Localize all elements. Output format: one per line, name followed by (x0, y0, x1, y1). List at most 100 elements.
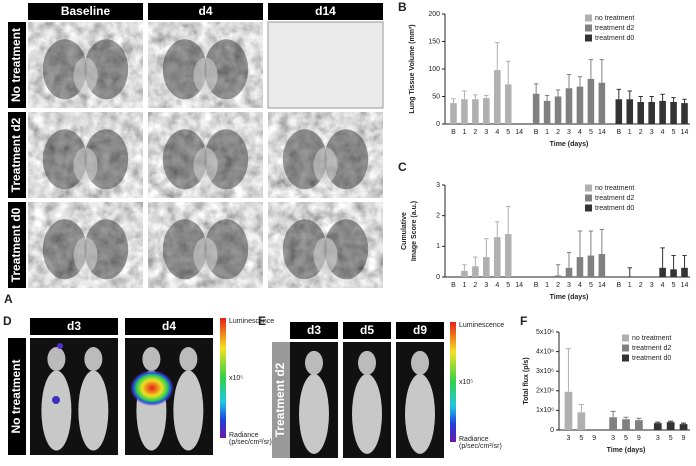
x-tick-label: 5 (672, 129, 676, 136)
colorbar-unit-title: Radiance (229, 432, 259, 439)
mouse-body (405, 373, 435, 454)
bar (450, 103, 457, 124)
day-header-bg (396, 322, 444, 339)
x-tick-label: B (451, 129, 456, 136)
bar (504, 84, 512, 124)
x-tick-label: 1 (545, 129, 549, 136)
legend-swatch (585, 184, 592, 192)
y-tick-label: 2 (436, 213, 440, 220)
bar (504, 234, 512, 277)
bar (659, 100, 666, 124)
x-tick-label: 5 (579, 435, 583, 442)
x-tick-label: 9 (592, 435, 596, 442)
legend-swatch (622, 354, 629, 362)
row-label-bg (8, 112, 26, 198)
x-tick-label: 5 (669, 435, 673, 442)
x-tick-label: 5 (506, 129, 510, 136)
x-axis-label: Time (days) (607, 447, 646, 454)
bar (554, 275, 562, 277)
colorbar-scale: x10⁵ (459, 379, 473, 386)
bar (577, 412, 586, 430)
x-tick-label: 14 (515, 282, 523, 289)
legend-label: treatment d2 (595, 25, 634, 32)
bar (648, 102, 655, 124)
mouse-head (142, 347, 161, 372)
y-tick-label: 5x10⁶ (536, 329, 554, 336)
mouse-head (84, 347, 103, 372)
signal (130, 370, 174, 406)
y-tick-label: 0 (436, 274, 440, 281)
y-axis-label: Total flux (p/s) (523, 357, 530, 404)
legend-label: no treatment (595, 185, 634, 192)
x-tick-label: 1 (462, 129, 466, 136)
bar (635, 420, 643, 430)
bar (532, 93, 540, 124)
x-tick-label: 4 (578, 129, 582, 136)
legend-swatch (585, 24, 592, 32)
x-tick-label: B (534, 129, 539, 136)
day-header-bg (125, 318, 213, 335)
colorbar (450, 322, 456, 442)
column-header-bg (28, 3, 143, 20)
bar (576, 86, 584, 124)
row-label-bg (272, 342, 290, 458)
y-tick-label: 1 (436, 243, 440, 250)
column-header: d14 (315, 4, 336, 18)
bar (626, 99, 634, 124)
panel-label: C (398, 160, 407, 174)
x-tick-label: 3 (611, 435, 615, 442)
signal (52, 396, 60, 404)
x-tick-label: 3 (650, 129, 654, 136)
bar (598, 254, 606, 277)
bar (472, 99, 479, 124)
y-tick-label: 50 (432, 93, 440, 100)
heart (313, 147, 338, 184)
x-tick-label: 1 (628, 129, 632, 136)
mouse-body (299, 373, 329, 454)
x-tick-label: 4 (661, 282, 665, 289)
colorbar-unit: (p/sec/cm²/sr) (459, 443, 502, 450)
mouse-head (47, 347, 66, 372)
x-tick-label: 5 (506, 282, 510, 289)
bar (681, 267, 688, 277)
x-tick-label: 4 (495, 129, 499, 136)
y-tick-label: 0 (550, 427, 554, 434)
mouse-body (78, 370, 109, 451)
signal (57, 343, 63, 349)
x-tick-label: B (534, 282, 539, 289)
x-tick-label: 3 (484, 282, 488, 289)
row-label: Treatment d0 (9, 207, 23, 282)
row-label-bg (8, 22, 26, 108)
row-label: No treatment (9, 28, 23, 102)
heart (73, 57, 98, 94)
legend-label: no treatment (595, 15, 634, 22)
column-header-bg (148, 3, 263, 20)
legend-label: treatment d0 (632, 355, 671, 362)
row-label: Treatment d2 (9, 117, 23, 192)
bar (565, 267, 573, 277)
x-tick-label: 9 (637, 435, 641, 442)
legend-swatch (622, 344, 629, 352)
row-label: No treatment (9, 359, 23, 433)
y-tick-label: 3x10⁶ (536, 368, 554, 375)
x-tick-label: 2 (639, 282, 643, 289)
x-tick-label: 9 (682, 435, 686, 442)
panel-label: E (258, 314, 266, 328)
bar (679, 424, 688, 430)
mouse-head (305, 350, 323, 375)
y-tick-label: 200 (428, 11, 440, 18)
mouse-head (411, 350, 429, 375)
y-tick-label: 100 (428, 66, 440, 73)
bar (587, 255, 595, 277)
column-header: Baseline (61, 4, 111, 18)
x-tick-label: 14 (681, 129, 689, 136)
colorbar-title: Luminescence (229, 318, 274, 325)
legend-swatch (585, 34, 592, 42)
x-tick-label: 2 (473, 129, 477, 136)
x-tick-label: 2 (639, 129, 643, 136)
bar (587, 78, 595, 124)
y-tick-label: 1x10⁶ (536, 407, 554, 414)
bar (564, 391, 573, 430)
bar (637, 102, 644, 124)
